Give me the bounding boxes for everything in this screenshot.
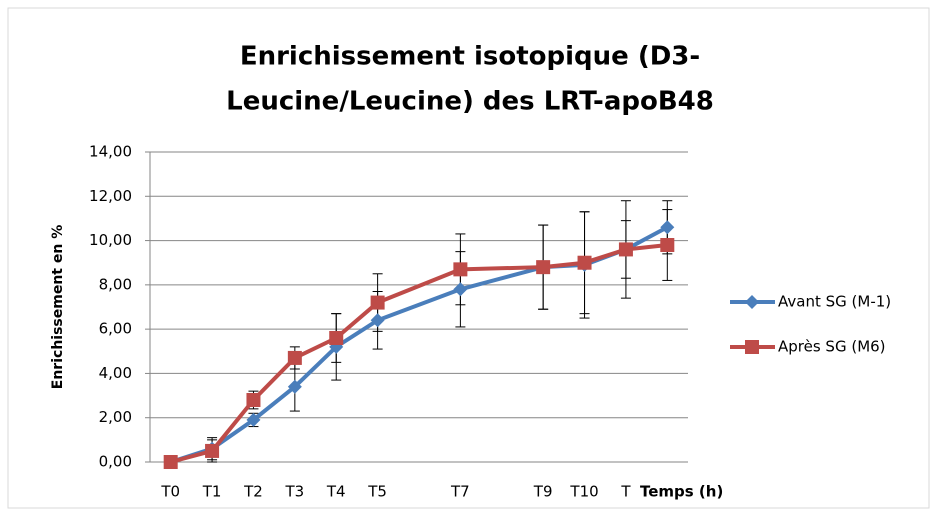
- point: [246, 412, 261, 427]
- y-tick-label: 14,00: [89, 143, 132, 161]
- y-tick-label: 6,00: [99, 320, 132, 338]
- y-tick-label: 4,00: [99, 364, 132, 382]
- point: [205, 443, 220, 458]
- y-tick-label: 2,00: [99, 408, 132, 426]
- legend-label: Après SG (M6): [778, 338, 886, 356]
- y-tick-label: 10,00: [89, 231, 132, 249]
- point: [370, 295, 385, 310]
- x-tick-label: T3: [284, 483, 304, 501]
- x-tick-label: T1: [202, 483, 222, 501]
- x-tick-label: T0: [160, 483, 180, 501]
- chart-title: Leucine/Leucine) des LRT-apoB48: [226, 87, 714, 117]
- y-tick-label: 0,00: [99, 453, 132, 471]
- x-tick-label: T9: [533, 483, 553, 501]
- point: [287, 350, 302, 365]
- chart-frame: [7, 7, 930, 509]
- point: [246, 393, 261, 407]
- point: [453, 262, 468, 277]
- point: [163, 455, 178, 469]
- y-tick-label: 8,00: [99, 275, 132, 293]
- point: [329, 331, 344, 345]
- point: [453, 282, 468, 297]
- point: [660, 220, 675, 235]
- legend-marker: [745, 295, 759, 309]
- y-tick-label: 12,00: [89, 187, 132, 205]
- y-axis-label: Enrichissement en %: [50, 225, 66, 389]
- point: [370, 313, 385, 328]
- x-tick-label: T: [620, 483, 631, 501]
- x-axis-label: Temps (h): [640, 483, 723, 501]
- point: [536, 260, 551, 275]
- x-tick-label: T7: [450, 483, 470, 501]
- point: [287, 379, 302, 394]
- legend-marker: [745, 340, 759, 354]
- point: [660, 238, 675, 252]
- legend-label: Avant SG (M-1): [778, 293, 891, 311]
- point: [618, 242, 633, 257]
- x-tick-label: T2: [243, 483, 263, 501]
- x-tick-label: T10: [569, 483, 598, 501]
- chart-title: Enrichissement isotopique (D3-: [240, 42, 700, 72]
- x-tick-label: T5: [367, 483, 387, 501]
- point: [577, 255, 592, 270]
- x-tick-label: T4: [326, 483, 346, 501]
